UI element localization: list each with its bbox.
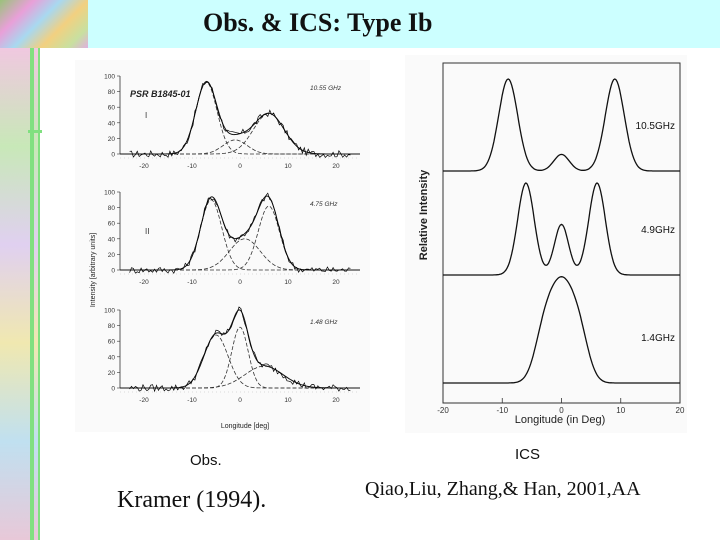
horizontal-accent-line [28, 130, 42, 133]
vertical-accent-line [38, 48, 40, 540]
ics-frequency-label: 4.9GHz [641, 225, 675, 236]
obs-y-tick-label: 80 [108, 89, 116, 96]
ics-caption: ICS [515, 446, 541, 463]
ics-x-tick-label: 0 [559, 406, 564, 415]
obs-x-tick-label: -20 [139, 163, 149, 170]
obs-component-fit [120, 238, 360, 271]
obs-y-tick-label: 20 [108, 370, 116, 377]
obs-x-tick-label: -20 [139, 397, 149, 404]
obs-y-tick-label: 0 [111, 386, 115, 393]
ics-x-tick-label: -10 [496, 406, 508, 415]
obs-reference: Kramer (1994). [117, 487, 267, 513]
obs-observed-profile [129, 81, 351, 158]
obs-x-tick-label: -10 [187, 279, 197, 286]
obs-caption: Obs. [190, 452, 222, 469]
obs-y-tick-label: 0 [111, 152, 115, 159]
slide-title: Obs. & ICS: Type Ib [203, 8, 433, 37]
obs-y-tick-label: 60 [108, 221, 116, 228]
ics-profile-curve [443, 276, 680, 384]
ics-x-tick-label: 20 [676, 406, 685, 415]
obs-frequency-label: 1.48 GHz [310, 319, 338, 326]
obs-y-tick-label: 40 [108, 354, 116, 361]
obs-frequency-label: 10.55 GHz [310, 85, 342, 92]
obs-x-tick-label: -10 [187, 397, 197, 404]
vertical-accent-line [30, 48, 34, 540]
obs-y-tick-label: 80 [108, 323, 116, 330]
obs-y-tick-label: 100 [104, 308, 115, 315]
obs-x-tick-label: 20 [332, 279, 340, 286]
obs-x-tick-label: 0 [238, 397, 242, 404]
obs-y-tick-label: 60 [108, 339, 116, 346]
obs-observed-profile [129, 306, 351, 393]
corner-decoration [0, 0, 88, 48]
obs-y-tick-label: 20 [108, 252, 116, 259]
obs-x-tick-label: 10 [284, 279, 292, 286]
obs-component-fit [120, 326, 360, 389]
ics-x-tick-label: 10 [616, 406, 625, 415]
obs-observed-profile [129, 192, 351, 275]
ics-profile-curve [443, 78, 680, 172]
obs-y-tick-label: 20 [108, 136, 116, 143]
obs-component-fit [120, 365, 360, 389]
obs-y-tick-label: 100 [104, 190, 115, 197]
obs-x-tick-label: 10 [284, 163, 292, 170]
obs-component-fit [120, 334, 360, 389]
ics-x-tick-label: -20 [437, 406, 449, 415]
ics-chart: 10.5GHz 4.9GHz 1.4GHz -20 -10 0 10 20 Relative … [418, 62, 685, 426]
obs-component-fit [120, 199, 360, 271]
ics-frequency-label: 10.5GHz [636, 121, 675, 132]
ics-chart-panel: 10.5GHz 4.9GHz 1.4GHz -20 -10 0 10 20 Relative … [405, 55, 687, 433]
obs-x-tick-label: 0 [238, 163, 242, 170]
obs-frequency-label: 4.75 GHz [310, 201, 338, 208]
obs-y-tick-label: 40 [108, 236, 116, 243]
obs-x-tick-label: 20 [332, 397, 340, 404]
obs-y-tick-label: 100 [104, 74, 115, 81]
obs-panel-label: I [145, 111, 147, 120]
ics-y-axis-label: Relative Intensity [418, 169, 430, 260]
obs-pulsar-label: PSR B1845-01 [130, 89, 191, 99]
obs-chart-panel: 0 20 40 60 80 100 -20 -10 0 10 20 10.55 GHz I 0 20 40 60… [75, 60, 370, 432]
obs-x-tick-label: 20 [332, 163, 340, 170]
ics-reference: Qiao,Liu, Zhang,& Han, 2001,AA [365, 478, 641, 500]
ics-x-axis-label: Longitude (in Deg) [515, 414, 606, 426]
title-banner [0, 0, 720, 48]
obs-y-tick-label: 80 [108, 205, 116, 212]
obs-y-tick-label: 40 [108, 120, 116, 127]
obs-x-tick-label: -20 [139, 279, 149, 286]
obs-x-tick-label: 10 [284, 397, 292, 404]
ics-profile-curve [443, 182, 680, 276]
ics-frequency-label: 1.4GHz [641, 333, 675, 344]
obs-x-tick-label: -10 [187, 163, 197, 170]
obs-y-tick-label: 60 [108, 105, 116, 112]
obs-panel-label: II [145, 227, 149, 236]
obs-x-tick-label: 0 [238, 279, 242, 286]
obs-y-axis-label: Intensity [arbitrary units] [90, 233, 97, 307]
obs-x-axis-label: Longitude [deg] [221, 423, 269, 430]
obs-y-tick-label: 0 [111, 268, 115, 275]
